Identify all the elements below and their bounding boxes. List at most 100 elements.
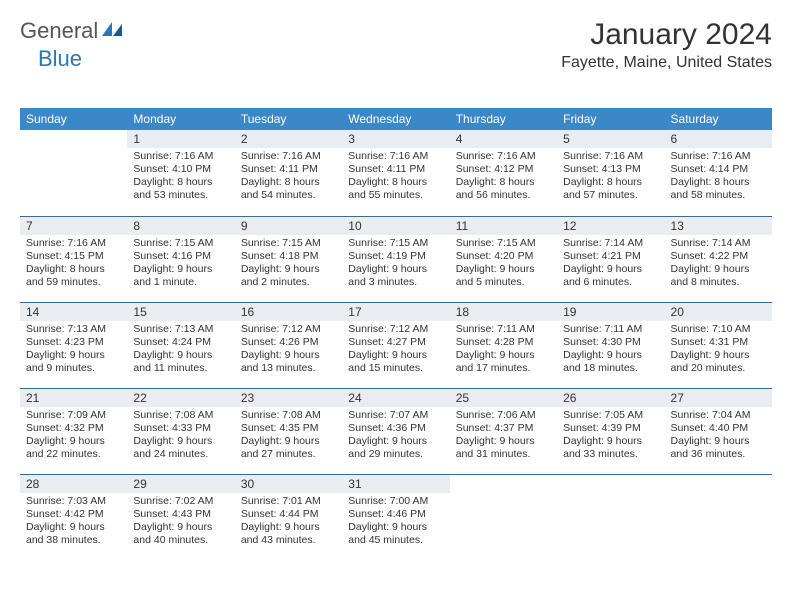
day-details: Sunrise: 7:02 AMSunset: 4:43 PMDaylight:…: [127, 493, 234, 552]
daylight-line: Daylight: 9 hours and 40 minutes.: [133, 521, 228, 547]
calendar-cell: [665, 474, 772, 560]
daylight-line: Daylight: 9 hours and 1 minute.: [133, 263, 228, 289]
day-number: 20: [665, 303, 772, 321]
calendar-cell: 4Sunrise: 7:16 AMSunset: 4:12 PMDaylight…: [450, 130, 557, 216]
day-number: 6: [665, 130, 772, 148]
calendar-cell: 26Sunrise: 7:05 AMSunset: 4:39 PMDayligh…: [557, 388, 664, 474]
day-details: Sunrise: 7:03 AMSunset: 4:42 PMDaylight:…: [20, 493, 127, 552]
daylight-line: Daylight: 9 hours and 43 minutes.: [241, 521, 336, 547]
calendar-week-row: 21Sunrise: 7:09 AMSunset: 4:32 PMDayligh…: [20, 388, 772, 474]
daylight-line: Daylight: 9 hours and 36 minutes.: [671, 435, 766, 461]
daylight-line: Daylight: 9 hours and 38 minutes.: [26, 521, 121, 547]
sunset-line: Sunset: 4:33 PM: [133, 422, 228, 435]
sunset-line: Sunset: 4:31 PM: [671, 336, 766, 349]
sunset-line: Sunset: 4:18 PM: [241, 250, 336, 263]
sunset-line: Sunset: 4:22 PM: [671, 250, 766, 263]
day-number: 9: [235, 217, 342, 235]
day-details: Sunrise: 7:14 AMSunset: 4:21 PMDaylight:…: [557, 235, 664, 294]
day-number: 27: [665, 389, 772, 407]
sunrise-line: Sunrise: 7:16 AM: [456, 150, 551, 163]
daylight-line: Daylight: 8 hours and 56 minutes.: [456, 176, 551, 202]
day-number: 23: [235, 389, 342, 407]
calendar-cell: 11Sunrise: 7:15 AMSunset: 4:20 PMDayligh…: [450, 216, 557, 302]
daylight-line: Daylight: 9 hours and 2 minutes.: [241, 263, 336, 289]
logo-triangle-icon: [102, 20, 124, 43]
day-details: Sunrise: 7:15 AMSunset: 4:20 PMDaylight:…: [450, 235, 557, 294]
day-number: 5: [557, 130, 664, 148]
day-details: Sunrise: 7:13 AMSunset: 4:24 PMDaylight:…: [127, 321, 234, 380]
day-number: 3: [342, 130, 449, 148]
sunrise-line: Sunrise: 7:15 AM: [241, 237, 336, 250]
sunrise-line: Sunrise: 7:15 AM: [133, 237, 228, 250]
calendar-cell: 15Sunrise: 7:13 AMSunset: 4:24 PMDayligh…: [127, 302, 234, 388]
day-details: Sunrise: 7:16 AMSunset: 4:11 PMDaylight:…: [235, 148, 342, 207]
sunset-line: Sunset: 4:42 PM: [26, 508, 121, 521]
daylight-line: Daylight: 9 hours and 6 minutes.: [563, 263, 658, 289]
day-header: Saturday: [665, 108, 772, 130]
sunset-line: Sunset: 4:23 PM: [26, 336, 121, 349]
calendar-cell: 10Sunrise: 7:15 AMSunset: 4:19 PMDayligh…: [342, 216, 449, 302]
day-number: 4: [450, 130, 557, 148]
day-number: 19: [557, 303, 664, 321]
day-details: Sunrise: 7:01 AMSunset: 4:44 PMDaylight:…: [235, 493, 342, 552]
day-details: Sunrise: 7:08 AMSunset: 4:35 PMDaylight:…: [235, 407, 342, 466]
calendar-cell: 14Sunrise: 7:13 AMSunset: 4:23 PMDayligh…: [20, 302, 127, 388]
sunrise-line: Sunrise: 7:08 AM: [241, 409, 336, 422]
calendar-cell: 5Sunrise: 7:16 AMSunset: 4:13 PMDaylight…: [557, 130, 664, 216]
day-details: Sunrise: 7:16 AMSunset: 4:12 PMDaylight:…: [450, 148, 557, 207]
sunrise-line: Sunrise: 7:07 AM: [348, 409, 443, 422]
day-details: Sunrise: 7:16 AMSunset: 4:13 PMDaylight:…: [557, 148, 664, 207]
sunrise-line: Sunrise: 7:04 AM: [671, 409, 766, 422]
daylight-line: Daylight: 9 hours and 22 minutes.: [26, 435, 121, 461]
sunset-line: Sunset: 4:24 PM: [133, 336, 228, 349]
sunrise-line: Sunrise: 7:09 AM: [26, 409, 121, 422]
calendar-cell: 23Sunrise: 7:08 AMSunset: 4:35 PMDayligh…: [235, 388, 342, 474]
day-details: Sunrise: 7:06 AMSunset: 4:37 PMDaylight:…: [450, 407, 557, 466]
day-number: 16: [235, 303, 342, 321]
day-header: Tuesday: [235, 108, 342, 130]
day-number: 24: [342, 389, 449, 407]
daylight-line: Daylight: 9 hours and 3 minutes.: [348, 263, 443, 289]
day-header: Thursday: [450, 108, 557, 130]
calendar-week-row: 7Sunrise: 7:16 AMSunset: 4:15 PMDaylight…: [20, 216, 772, 302]
sunset-line: Sunset: 4:46 PM: [348, 508, 443, 521]
day-details: Sunrise: 7:05 AMSunset: 4:39 PMDaylight:…: [557, 407, 664, 466]
day-details: Sunrise: 7:16 AMSunset: 4:11 PMDaylight:…: [342, 148, 449, 207]
day-number: 1: [127, 130, 234, 148]
day-number: 2: [235, 130, 342, 148]
sunset-line: Sunset: 4:30 PM: [563, 336, 658, 349]
sunrise-line: Sunrise: 7:05 AM: [563, 409, 658, 422]
day-number: 17: [342, 303, 449, 321]
day-number: 15: [127, 303, 234, 321]
daylight-line: Daylight: 9 hours and 15 minutes.: [348, 349, 443, 375]
calendar-header-row: SundayMondayTuesdayWednesdayThursdayFrid…: [20, 108, 772, 130]
day-number: 11: [450, 217, 557, 235]
calendar-week-row: 28Sunrise: 7:03 AMSunset: 4:42 PMDayligh…: [20, 474, 772, 560]
daylight-line: Daylight: 8 hours and 58 minutes.: [671, 176, 766, 202]
day-details: Sunrise: 7:15 AMSunset: 4:18 PMDaylight:…: [235, 235, 342, 294]
daylight-line: Daylight: 9 hours and 17 minutes.: [456, 349, 551, 375]
day-number: 29: [127, 475, 234, 493]
day-number: 22: [127, 389, 234, 407]
daylight-line: Daylight: 9 hours and 20 minutes.: [671, 349, 766, 375]
calendar-week-row: 1Sunrise: 7:16 AMSunset: 4:10 PMDaylight…: [20, 130, 772, 216]
calendar-cell: 12Sunrise: 7:14 AMSunset: 4:21 PMDayligh…: [557, 216, 664, 302]
day-details: Sunrise: 7:12 AMSunset: 4:27 PMDaylight:…: [342, 321, 449, 380]
day-details: Sunrise: 7:16 AMSunset: 4:14 PMDaylight:…: [665, 148, 772, 207]
day-number: 12: [557, 217, 664, 235]
logo-text-blue: Blue: [38, 46, 82, 71]
daylight-line: Daylight: 9 hours and 24 minutes.: [133, 435, 228, 461]
daylight-line: Daylight: 9 hours and 18 minutes.: [563, 349, 658, 375]
sunrise-line: Sunrise: 7:12 AM: [241, 323, 336, 336]
calendar-cell: 31Sunrise: 7:00 AMSunset: 4:46 PMDayligh…: [342, 474, 449, 560]
daylight-line: Daylight: 9 hours and 9 minutes.: [26, 349, 121, 375]
logo-text-general: General: [20, 18, 98, 44]
sunset-line: Sunset: 4:26 PM: [241, 336, 336, 349]
sunrise-line: Sunrise: 7:15 AM: [348, 237, 443, 250]
calendar-cell: 7Sunrise: 7:16 AMSunset: 4:15 PMDaylight…: [20, 216, 127, 302]
day-details: Sunrise: 7:16 AMSunset: 4:10 PMDaylight:…: [127, 148, 234, 207]
sunrise-line: Sunrise: 7:12 AM: [348, 323, 443, 336]
sunrise-line: Sunrise: 7:13 AM: [26, 323, 121, 336]
sunrise-line: Sunrise: 7:13 AM: [133, 323, 228, 336]
calendar-week-row: 14Sunrise: 7:13 AMSunset: 4:23 PMDayligh…: [20, 302, 772, 388]
